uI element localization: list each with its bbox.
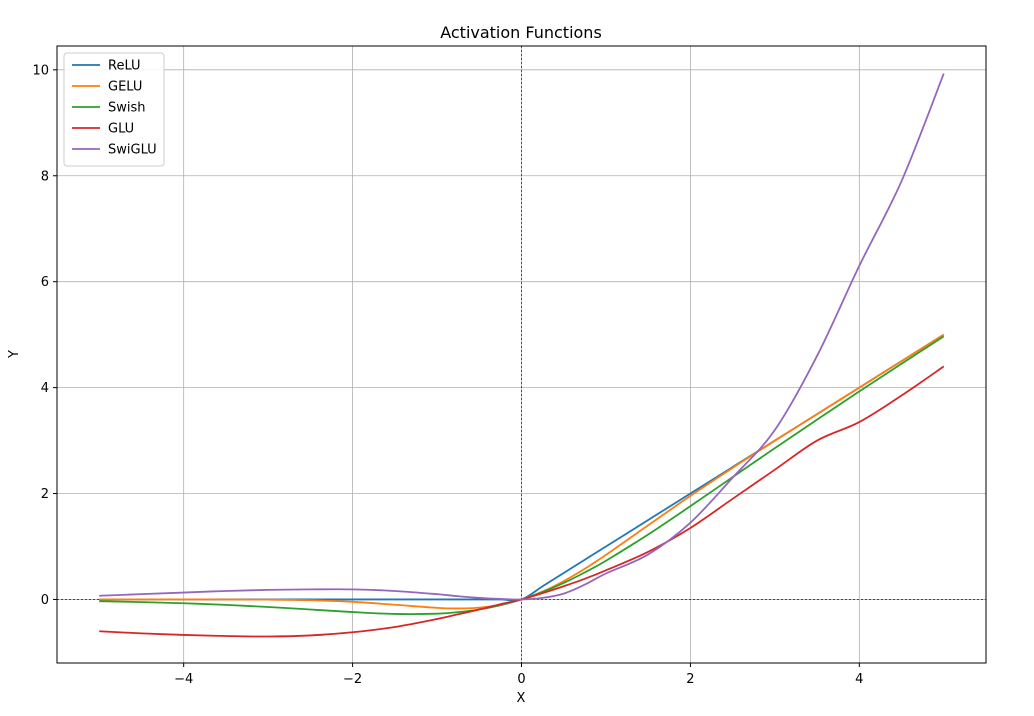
y-tick-label: 10 bbox=[32, 63, 49, 78]
x-tick-label: −2 bbox=[343, 672, 362, 687]
x-tick-label: 0 bbox=[517, 672, 525, 687]
series-lines bbox=[99, 73, 945, 638]
legend-label-swish: Swish bbox=[108, 101, 146, 116]
x-ticks: −4 −2 0 2 4 bbox=[174, 663, 863, 687]
legend: ReLU GELU Swish GLU SwiGLU bbox=[63, 52, 165, 167]
x-tick-label: 4 bbox=[855, 672, 863, 687]
y-axis-label: Y bbox=[7, 350, 22, 359]
y-tick-label: 4 bbox=[41, 381, 49, 396]
chart-title: Activation Functions bbox=[440, 23, 602, 42]
x-tick-label: −4 bbox=[174, 672, 193, 687]
legend-label-gelu: GELU bbox=[108, 80, 142, 95]
x-axis-label: X bbox=[517, 691, 526, 706]
legend-box bbox=[63, 52, 165, 167]
legend-label-relu: ReLU bbox=[108, 59, 141, 74]
x-tick-label: 2 bbox=[686, 672, 694, 687]
y-tick-label: 0 bbox=[41, 593, 49, 608]
series-line-swiglu bbox=[99, 73, 945, 601]
y-ticks: 0 2 4 6 8 10 bbox=[32, 63, 57, 608]
legend-label-glu: GLU bbox=[108, 122, 134, 137]
legend-label-swiglu: SwiGLU bbox=[108, 143, 157, 158]
y-tick-label: 2 bbox=[41, 487, 49, 502]
y-tick-label: 6 bbox=[41, 275, 49, 290]
y-tick-label: 8 bbox=[41, 169, 49, 184]
